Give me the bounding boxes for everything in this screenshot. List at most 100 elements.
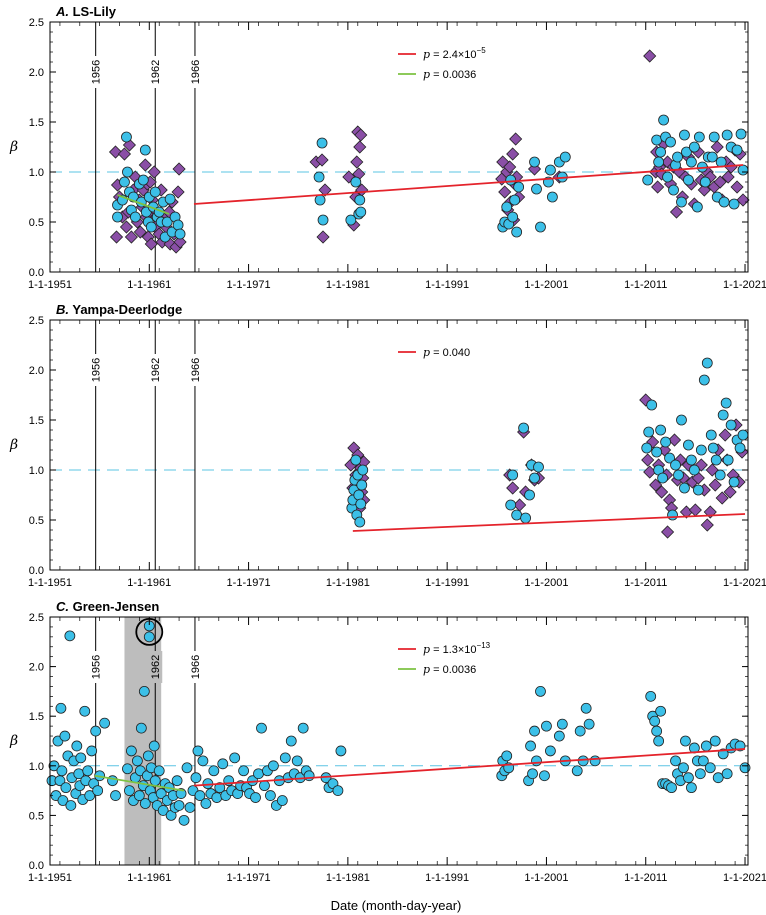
y-axis-label: β [9,139,18,155]
red-trend-line [352,513,746,532]
y-axis-label: β [9,437,18,453]
data-circle [686,782,697,794]
data-diamond [318,183,332,197]
data-circle [722,454,734,466]
vline-label-bg [148,651,163,683]
data-circle [720,397,732,409]
y-tick-label: 1.5 [29,117,44,129]
data-diamond [316,230,330,244]
y-tick-label: 2.0 [29,365,44,377]
x-tick-label: 1-1-1981 [326,279,370,291]
y-tick-label: 1.0 [29,167,44,179]
y-tick-label: 2.5 [29,315,44,327]
data-circle [583,718,595,730]
vline-label: 1956 [91,60,103,84]
data-circle [171,775,183,787]
y-tick-label: 0.5 [29,515,44,527]
x-tick-label: 1-1-1961 [127,279,171,291]
data-circle [518,422,530,434]
data-circle [354,194,366,206]
data-circle [706,151,718,163]
data-diamond [171,185,185,199]
data-circle [161,216,173,228]
data-circle [92,785,104,796]
data-circle [121,131,132,143]
data-circle [153,765,165,777]
data-circle [174,228,186,240]
vline-label: 1962 [150,358,162,382]
data-diamond [108,145,123,159]
red-trend-line [193,164,744,205]
y-tick-label: 0.0 [29,267,44,279]
y-tick-label: 1.0 [29,465,44,477]
data-circle [303,770,315,782]
y-tick-label: 2.0 [29,662,44,674]
data-diamond [350,155,364,169]
data-circle [110,790,121,801]
data-circle [529,472,540,484]
data-circle [509,194,521,206]
data-circle [655,424,667,436]
data-circle [683,439,694,451]
x-tick-label: 1-1-2021 [723,577,766,589]
data-diamond [147,165,161,179]
data-circle [57,795,69,806]
data-diamond [498,185,512,199]
data-circle [673,469,684,481]
x-axis-label: Date (month-day-year) [331,898,462,913]
x-tick-label: 1-1-1971 [227,279,271,291]
data-circle [658,114,670,126]
data-circle [655,705,667,717]
data-circle [172,219,184,231]
data-circle [65,800,77,811]
data-circle [725,419,737,431]
data-diamond [506,481,520,495]
vline-label-bg [88,354,103,386]
data-circle [119,176,130,188]
data-diamond [503,160,517,174]
data-circle [149,775,161,787]
y-axis-label: β [9,733,18,749]
plot-frame [49,319,749,571]
data-circle [688,464,700,476]
data-diamond [119,220,134,234]
data-circle [683,772,694,784]
data-diamond [736,193,750,207]
vline-label: 1966 [190,655,202,679]
x-tick-label: 1-1-1951 [28,279,72,291]
data-circle [139,798,151,809]
data-circle [60,782,72,794]
data-circle [737,429,749,441]
data-circle [335,745,347,757]
data-circle [679,129,690,141]
data-diamond [133,225,147,239]
data-circle [142,750,154,762]
data-circle [184,802,196,813]
data-circle [75,752,87,764]
data-circle [208,765,220,777]
data-circle [704,762,716,774]
data-diamond [138,158,152,172]
data-circle [645,690,657,702]
data-circle [505,499,517,511]
data-circle [84,790,96,801]
data-circle [683,174,694,186]
data-circle [737,164,749,176]
data-circle [112,211,123,223]
data-diamond [315,153,329,167]
data-circle [276,795,288,806]
data-circle [699,176,711,188]
data-circle [332,785,344,796]
green-trend-line [117,194,170,215]
data-circle [267,760,279,772]
data-circle [670,755,681,767]
data-diamond [144,237,158,251]
panel-2: B. Yampa-Deerlodge 1956 1962 1966 p = 0.040 0… [9,302,766,589]
data-circle [679,482,690,494]
data-circle [59,730,71,742]
plot-frame [49,616,749,866]
data-diamond [715,491,729,505]
data-circle [129,211,141,223]
data-diamond [721,170,735,184]
data-circle [143,631,155,643]
